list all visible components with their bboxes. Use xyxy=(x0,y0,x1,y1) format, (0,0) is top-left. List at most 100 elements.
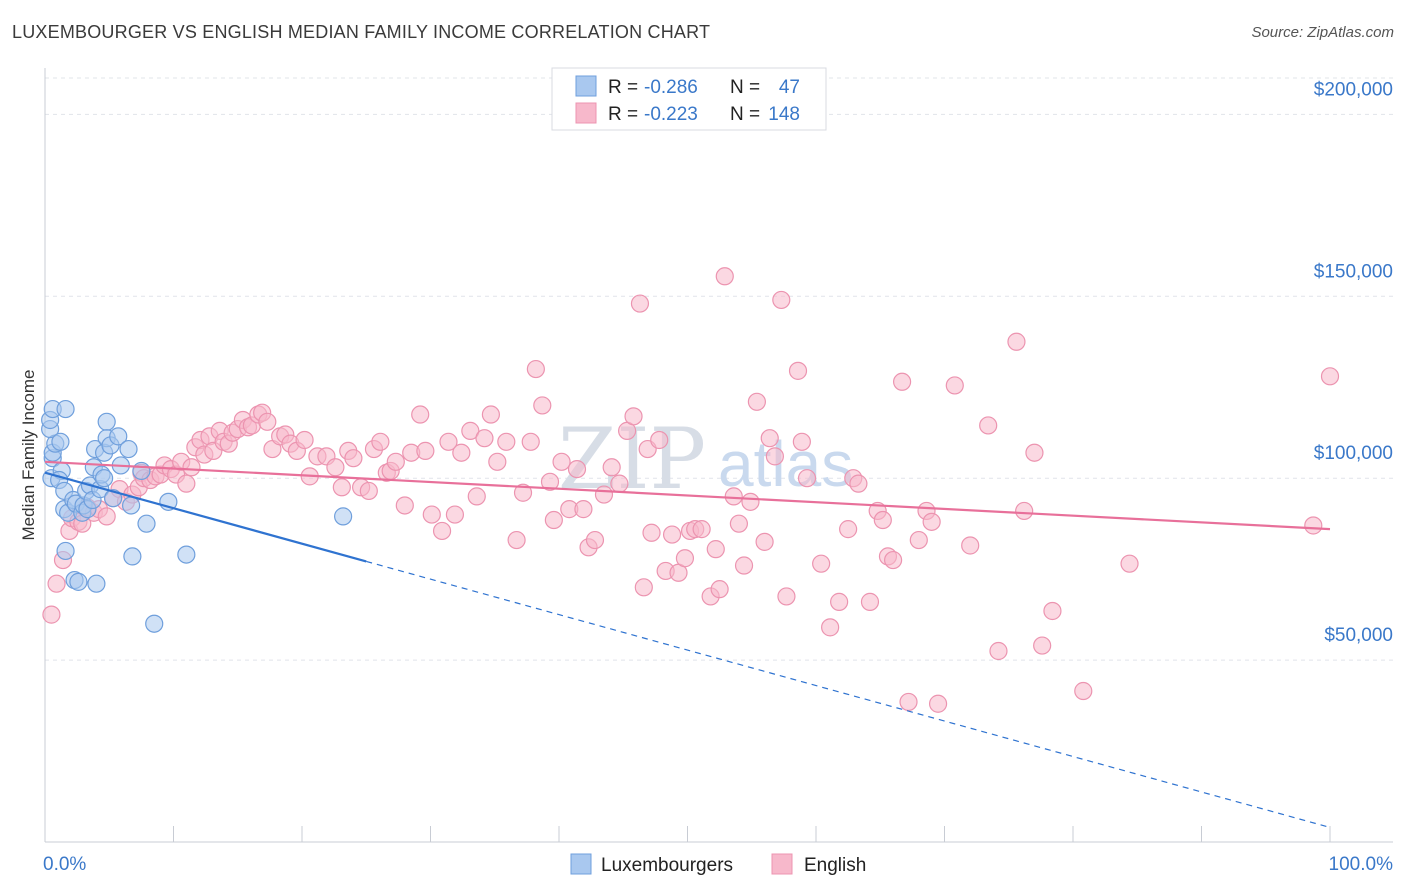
luxembourger-point xyxy=(123,547,142,566)
trend-layer xyxy=(44,460,1331,829)
english-point xyxy=(860,592,880,611)
english-point xyxy=(797,469,817,488)
english-point xyxy=(574,500,593,519)
luxembourger-trend-line xyxy=(44,471,367,563)
english-point xyxy=(792,432,811,451)
english-point xyxy=(332,478,351,497)
stats-r-label: R = xyxy=(608,77,638,98)
english-point xyxy=(452,443,471,462)
english-point xyxy=(481,405,500,424)
stats-swatch-english xyxy=(575,102,597,124)
y-tick-label: $150,000 xyxy=(1314,261,1393,282)
english-point xyxy=(812,554,831,573)
stats-n-label: N = xyxy=(730,104,760,125)
x-tick-label: 100.0% xyxy=(1329,854,1394,875)
english-trend-line xyxy=(44,460,1331,531)
english-point xyxy=(839,520,858,539)
english-point xyxy=(47,574,66,593)
english-point xyxy=(295,430,314,450)
english-point xyxy=(729,514,749,533)
english-point xyxy=(567,459,587,479)
english-point xyxy=(634,578,653,597)
english-point xyxy=(630,294,650,313)
english-point xyxy=(552,452,571,471)
english-point xyxy=(642,523,661,542)
english-point xyxy=(734,556,754,575)
luxembourger-point xyxy=(334,507,353,526)
luxembourger-point xyxy=(95,469,114,488)
luxembourger-point xyxy=(56,541,75,561)
english-point xyxy=(475,429,494,448)
english-point xyxy=(513,483,533,502)
luxembourger-point xyxy=(69,572,88,591)
legend-swatch-luxembourgers xyxy=(570,853,592,875)
english-point xyxy=(507,530,526,550)
stats-box: R = -0.286 N = 47 R = -0.223 N = 148 xyxy=(551,67,827,131)
grid-layer xyxy=(45,77,1393,661)
english-point xyxy=(747,392,766,411)
english-point xyxy=(411,405,430,424)
luxembourger-point xyxy=(87,574,106,593)
stats-box-frame xyxy=(551,67,827,131)
stats-r-label: R = xyxy=(608,104,638,125)
luxembourger-point xyxy=(132,461,151,481)
english-point xyxy=(755,532,774,551)
stats-n-value: 148 xyxy=(768,104,800,125)
english-point xyxy=(624,407,643,426)
stats-swatch-luxembourgers xyxy=(575,75,597,97)
english-point xyxy=(662,525,682,544)
english-point xyxy=(467,487,486,506)
english-point xyxy=(1025,443,1044,462)
english-point xyxy=(521,432,540,451)
english-point xyxy=(772,290,791,310)
english-point xyxy=(741,492,760,511)
english-point xyxy=(177,474,196,493)
english-point xyxy=(610,474,629,493)
stats-r-value: -0.223 xyxy=(644,104,698,125)
english-point xyxy=(989,641,1008,661)
points-layer xyxy=(41,267,1340,713)
english-point xyxy=(715,267,734,286)
luxembourger-point xyxy=(119,439,138,459)
english-point xyxy=(945,376,964,395)
english-point xyxy=(371,432,390,451)
english-point xyxy=(821,618,840,637)
english-point xyxy=(1007,332,1026,351)
english-point xyxy=(710,580,729,599)
luxembourger-point xyxy=(97,412,116,431)
stats-n-label: N = xyxy=(730,77,760,98)
y-axis-label: Median Family Income xyxy=(19,369,38,540)
english-point xyxy=(760,429,779,448)
english-point xyxy=(928,694,948,713)
english-point xyxy=(675,549,695,568)
english-point xyxy=(461,421,480,440)
english-point xyxy=(395,496,414,515)
english-point xyxy=(961,536,980,555)
english-point xyxy=(422,505,441,524)
english-point xyxy=(777,587,796,606)
english-point xyxy=(97,507,116,526)
english-point xyxy=(830,592,849,611)
english-point xyxy=(1120,554,1139,573)
english-point xyxy=(585,530,605,550)
english-point xyxy=(1033,636,1052,655)
english-point xyxy=(706,540,725,559)
english-point xyxy=(909,530,928,550)
legend: Luxembourgers English xyxy=(570,853,866,876)
y-tick-label: $100,000 xyxy=(1314,443,1393,464)
english-point xyxy=(1320,367,1340,386)
english-point xyxy=(602,458,621,477)
english-point xyxy=(892,372,912,391)
english-point xyxy=(540,472,560,491)
english-point xyxy=(533,396,552,415)
english-point xyxy=(1015,501,1034,521)
watermark-atlas: atlas xyxy=(718,428,853,500)
y-tick-label: $50,000 xyxy=(1324,625,1393,646)
legend-swatch-english xyxy=(771,853,793,875)
english-point xyxy=(439,432,458,451)
english-point xyxy=(650,430,669,450)
english-point xyxy=(979,416,998,435)
english-point xyxy=(432,521,452,541)
luxembourger-trend-extension xyxy=(366,560,1331,829)
